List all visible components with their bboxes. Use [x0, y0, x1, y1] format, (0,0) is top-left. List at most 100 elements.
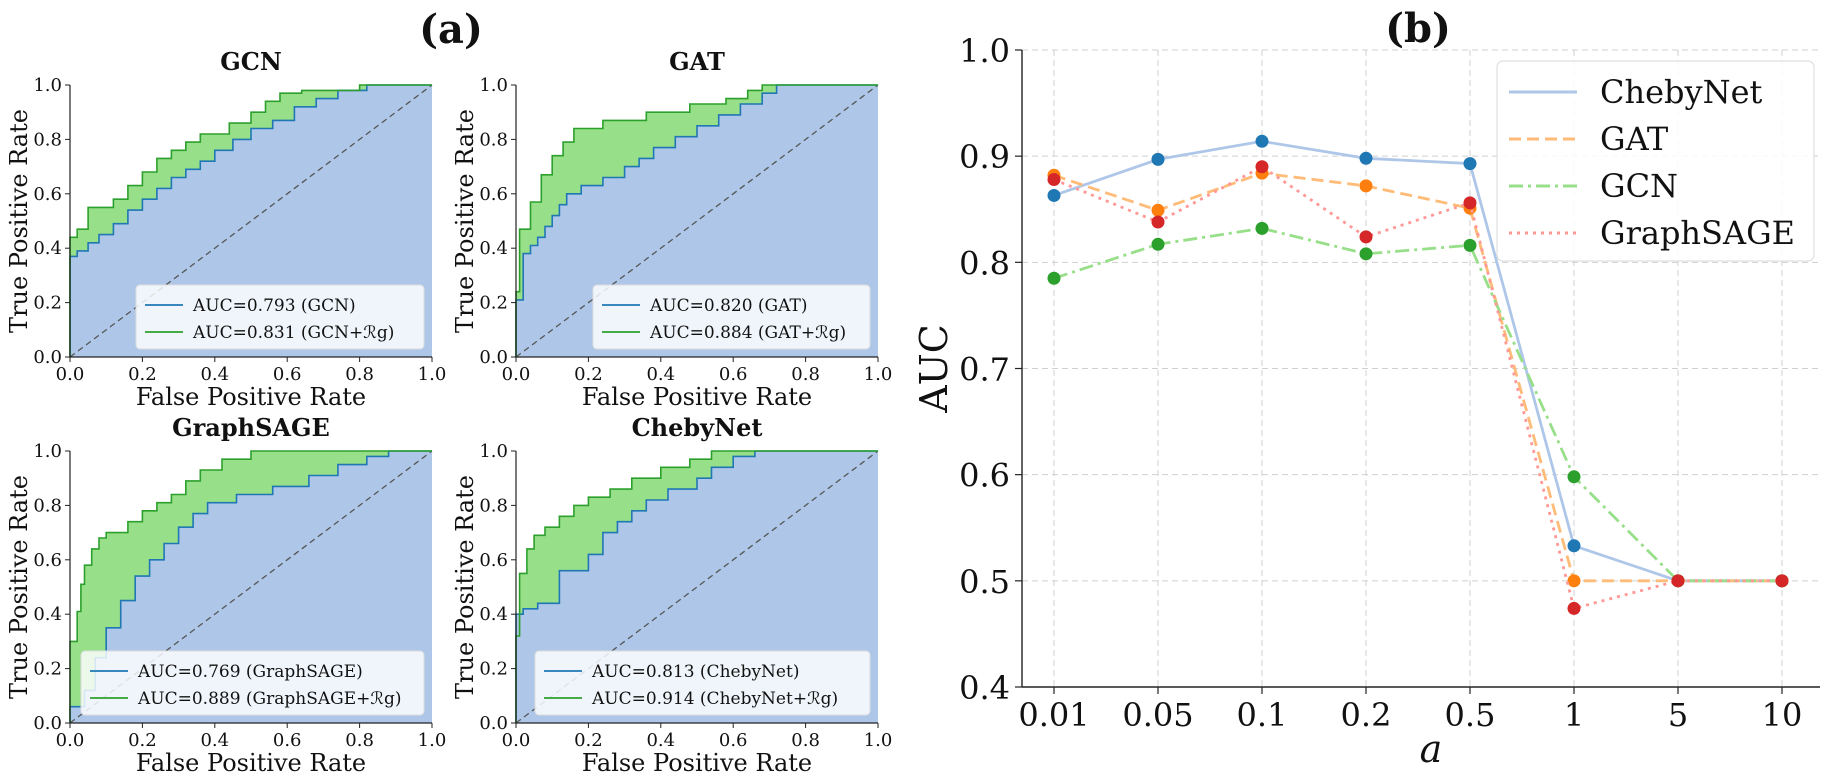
- y-axis-label: True Positive Rate: [451, 475, 479, 699]
- x-tick-label: 0.4: [200, 730, 229, 751]
- data-point: [1671, 574, 1685, 588]
- legend-label: AUC=0.769 (GraphSAGE): [137, 662, 363, 682]
- legend: AUC=0.820 (GAT) AUC=0.884 (GAT+ℛg): [592, 284, 871, 350]
- data-point: [1359, 179, 1373, 193]
- series-line: [1053, 139, 1782, 583]
- x-tick-label: 0.6: [719, 730, 748, 751]
- data-point: [1359, 230, 1373, 244]
- x-tick-label: 0.8: [791, 730, 820, 751]
- x-tick-label: 0.2: [574, 730, 603, 751]
- data-point: [1151, 215, 1165, 229]
- x-tick-label: 0.01: [1018, 696, 1089, 734]
- panel-b-label: (b): [1385, 5, 1451, 52]
- roc-curve-improved: [515, 450, 878, 723]
- series-line: [1053, 165, 1782, 611]
- chance-diagonal: [515, 84, 879, 358]
- legend-label: AUC=0.820 (GAT): [649, 296, 807, 316]
- y-tick-label: 0.5: [959, 563, 1010, 601]
- roc-subplot-4: 0.00.0 0.2 0.2 0.4 0.4 0.6 0.6 0.8 0.8 1.0 1.0 Cheb…: [451, 413, 892, 777]
- x-tick-label: 0.05: [1122, 696, 1193, 734]
- series-graphsage: [1047, 160, 1789, 615]
- x-tick-label: 5: [1668, 696, 1688, 734]
- data-point: [1255, 134, 1269, 148]
- y-axis-label: True Positive Rate: [451, 109, 479, 333]
- x-tick-label: 1.0: [418, 364, 447, 385]
- legend-label: AUC=0.884 (GAT+ℛg): [649, 323, 846, 343]
- y-tick-label: 1.0: [33, 441, 62, 462]
- y-tick-label: 1.0: [479, 75, 508, 96]
- y-tick-label: 0.4: [959, 669, 1010, 707]
- chance-diagonal: [69, 84, 433, 358]
- x-tick-label: 0.2: [128, 364, 157, 385]
- legend-label: GAT: [1600, 120, 1669, 158]
- roc-curve-improved: [515, 84, 878, 357]
- roc-curve-improved: [69, 450, 432, 723]
- legend-box: [592, 284, 871, 350]
- data-point: [1567, 539, 1581, 553]
- x-tick-label: 10: [1762, 696, 1803, 734]
- x-tick-label: 0.4: [646, 730, 675, 751]
- legend-box: [534, 650, 871, 716]
- y-tick-label: 1.0: [33, 75, 62, 96]
- subplot-title: GAT: [669, 47, 725, 76]
- data-point: [1255, 221, 1269, 235]
- y-tick-label: 0.0: [33, 713, 62, 734]
- roc-subplot-1: 0.00.0 0.2 0.2 0.4 0.4 0.6 0.6 0.8 0.8 1.0 1.0 GCN F…: [5, 47, 446, 411]
- data-point: [1047, 173, 1061, 187]
- data-point: [1775, 574, 1789, 588]
- y-tick-label: 0.2: [33, 659, 62, 680]
- y-tick-label: 0.0: [33, 347, 62, 368]
- x-tick-label: 0.0: [502, 364, 531, 385]
- y-tick-label: 0.2: [33, 293, 62, 314]
- x-tick-label: 0.6: [719, 364, 748, 385]
- data-point: [1359, 247, 1373, 261]
- roc-curve-baseline: [515, 450, 878, 723]
- y-tick-label: 0.2: [479, 293, 508, 314]
- data-point: [1567, 574, 1581, 588]
- x-tick-label: 1: [1564, 696, 1584, 734]
- panel-a-label: (a): [419, 6, 483, 53]
- legend-label: GraphSAGE: [1600, 214, 1795, 252]
- x-tick-label: 0.4: [646, 364, 675, 385]
- y-tick-label: 1.0: [479, 441, 508, 462]
- auc-vs-a-chart: 0.01 0.05 0.1 0.2 0.5 1 5 10 0.4 0.5 0.6 0.7 0.8 0.9 1…: [912, 32, 1820, 771]
- x-tick-label: 0.6: [273, 364, 302, 385]
- data-point: [1151, 237, 1165, 251]
- data-point: [1463, 238, 1477, 252]
- y-tick-label: 0.9: [959, 138, 1010, 176]
- data-point: [1151, 152, 1165, 166]
- data-point: [1463, 157, 1477, 171]
- data-point: [1463, 196, 1477, 210]
- legend-label: AUC=0.813 (ChebyNet): [591, 662, 799, 682]
- data-point: [1151, 203, 1165, 217]
- roc-panels: 0.00.00.20.20.40.40.60.60.80.81.01.0GCNF…: [5, 47, 892, 777]
- y-tick-label: 0.6: [479, 550, 508, 571]
- x-tick-label: 0.8: [345, 364, 374, 385]
- legend: AUC=0.793 (GCN) AUC=0.831 (GCN+ℛg): [135, 284, 425, 350]
- y-tick-label: 0.8: [33, 495, 62, 516]
- y-tick-label: 0.2: [479, 659, 508, 680]
- roc-curve-baseline: [515, 84, 878, 357]
- y-axis-label: True Positive Rate: [5, 475, 33, 699]
- data-point: [1047, 271, 1061, 285]
- roc-curve-improved: [69, 84, 432, 357]
- x-tick-label: 0.0: [56, 364, 85, 385]
- y-tick-label: 0.8: [479, 495, 508, 516]
- legend-label: AUC=0.793 (GCN): [192, 296, 356, 316]
- x-tick-label: 1.0: [864, 730, 893, 751]
- series-line: [1053, 226, 1782, 583]
- x-tick-label: 0.8: [791, 364, 820, 385]
- x-tick-label: 0.0: [502, 730, 531, 751]
- x-tick-label: 0.2: [128, 730, 157, 751]
- data-point: [1359, 151, 1373, 165]
- x-tick-label: 0.0: [56, 730, 85, 751]
- y-axis-label: True Positive Rate: [5, 109, 33, 333]
- y-tick-label: 0.0: [479, 347, 508, 368]
- y-tick-label: 0.6: [479, 184, 508, 205]
- legend: ChebyNet GAT GCN GraphSAGE: [1496, 60, 1815, 262]
- y-axis-label: AUC: [912, 324, 956, 414]
- data-point: [1255, 160, 1269, 174]
- legend-label: AUC=0.831 (GCN+ℛg): [192, 323, 394, 343]
- subplot-title: ChebyNet: [632, 413, 763, 442]
